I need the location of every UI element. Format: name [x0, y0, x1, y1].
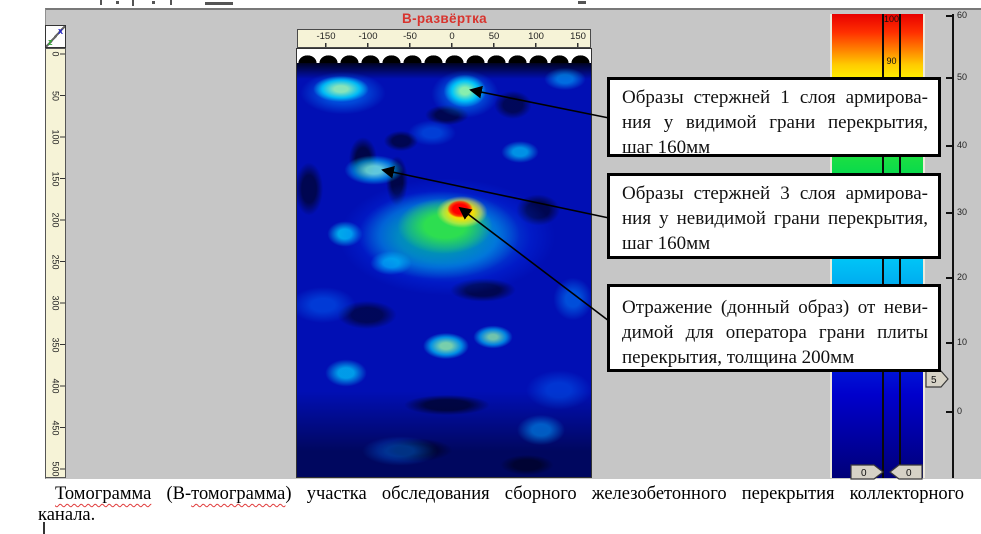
axis-tick-label: 0	[449, 31, 455, 42]
axis-tick-label: -150	[316, 31, 336, 42]
ruler-tick-label: 400	[50, 378, 61, 394]
scale-tick-mark	[946, 212, 952, 214]
caption-text: ) участка обследования сборного железобе…	[285, 484, 964, 504]
cropped-content-marks	[578, 1, 586, 4]
marker-value: 5	[931, 375, 937, 386]
caption-line: канала.	[38, 505, 96, 525]
ruler-tick-label: 150	[50, 170, 61, 187]
caption-line: Томограмма (В-томограмма) участка обслед…	[38, 484, 964, 505]
callout-text: перекрытия, толщина 200мм	[622, 347, 855, 368]
scale-tick-label: 50	[957, 72, 968, 82]
slider-value: 0	[861, 468, 867, 479]
scale-tick-mark	[946, 411, 952, 413]
axis-tick-label: -50	[403, 31, 417, 42]
ruler-tick-label: 100	[50, 129, 61, 145]
callout-text: Образы стержней 3 слоя армирова-	[622, 183, 928, 204]
scale-tick-label: 10	[957, 337, 968, 347]
ruler-tick-label: 350	[50, 336, 61, 353]
text-cursor	[43, 522, 45, 534]
callout-text: ния у видимой грани перекрытия,	[622, 112, 928, 133]
axis-tick-label: 50	[488, 31, 500, 42]
scale-tick-mark	[946, 277, 952, 279]
ruler-tick-label: 200	[50, 212, 61, 228]
z-axis-label: z	[48, 37, 53, 47]
callout-box-layer1-rebar[interactable]: Образы стержней 1 слоя армирова- ния у в…	[607, 77, 941, 158]
cropped-content-marks	[205, 2, 233, 5]
ruler-tick-label: 300	[50, 295, 61, 311]
ruler-tick-label: 250	[50, 253, 61, 270]
caption-word-spellchecked: томограмма	[191, 484, 286, 504]
colorbar-value-label: 90	[886, 56, 897, 66]
figure-caption[interactable]: Томограмма (В-томограмма) участка обслед…	[38, 484, 964, 526]
surface-wave-edge	[297, 49, 591, 63]
ruler-tick-label: 0	[50, 51, 61, 57]
ruler-tick-label: 450	[50, 419, 61, 436]
scale-tick-mark	[946, 342, 952, 344]
tomogram-bscan-image[interactable]	[296, 48, 592, 478]
ruler-tick-label: 50	[50, 90, 61, 101]
scale-tick-label: 20	[957, 272, 968, 282]
callout-text: Отражение (донный образ) от неви-	[622, 297, 928, 318]
scale-tick-label: 40	[957, 140, 968, 150]
scale-tick-label: 0	[957, 406, 963, 416]
caption-text: (В-	[151, 484, 192, 504]
scale-tick-mark	[946, 15, 952, 17]
caption-word-spellchecked: Томограмма	[55, 484, 152, 504]
axis-tick-label: 150	[570, 31, 586, 42]
axis-tick-label: -100	[358, 31, 378, 42]
horizontal-axis-ruler: -150 -100 -50 0 50 100 150	[297, 29, 591, 48]
scale-marker-tag[interactable]: 5	[925, 370, 950, 388]
slider-value: 0	[906, 468, 912, 479]
cropped-content-marks	[116, 1, 119, 4]
callout-text: шаг 160мм	[622, 137, 711, 158]
scale-tick-mark	[946, 145, 952, 147]
x-axis-label: x	[57, 26, 63, 36]
colorbar-value-label: 100	[883, 14, 900, 24]
cropped-content-marks	[170, 0, 172, 5]
colorbar-slider-right[interactable]: 0	[889, 464, 923, 480]
callout-box-bottom-reflection[interactable]: Отражение (донный образ) от неви- димой …	[607, 284, 941, 372]
callout-box-layer3-rebar[interactable]: Образы стержней 3 слоя армирова- ния у н…	[607, 173, 941, 259]
axis-origin-icon: x z	[45, 25, 66, 48]
callout-text: димой для оператора грани плиты	[622, 322, 928, 343]
callout-text: ния у невидимой грани перекрытия,	[622, 208, 928, 229]
scale-tick-mark	[946, 77, 952, 79]
scale-tick-label: 30	[957, 207, 968, 217]
scale-tick-label: 60	[957, 10, 968, 20]
axis-tick-marks	[298, 43, 590, 47]
vertical-depth-ruler: 0 50 100 150 200 250 300 350 400 450 500	[45, 48, 66, 478]
callout-text: Образы стержней 1 слоя армирова-	[622, 87, 928, 108]
scan-title: В-развёртка	[402, 11, 487, 26]
ruler-tick-marks	[60, 49, 65, 477]
cropped-content-marks	[100, 0, 102, 5]
cropped-content-marks	[132, 0, 134, 6]
axis-tick-label: 100	[528, 31, 544, 42]
right-scale-line	[952, 14, 954, 478]
callout-text: шаг 160мм	[622, 233, 711, 254]
cropped-content-marks	[152, 1, 155, 4]
colorbar-slider-left[interactable]: 0	[850, 464, 884, 480]
ruler-tick-label: 500	[50, 461, 61, 477]
